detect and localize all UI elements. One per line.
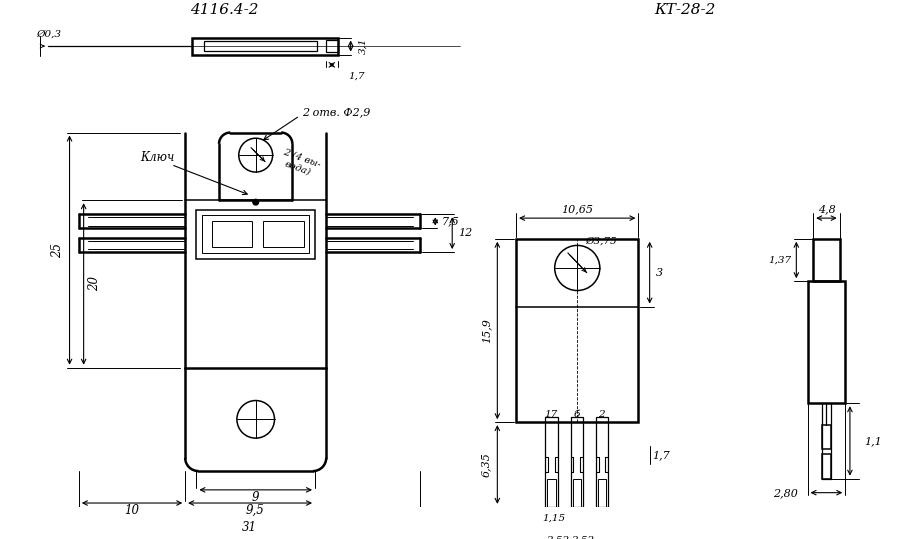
Text: 2,52: 2,52 xyxy=(571,536,595,539)
Text: 2: 2 xyxy=(599,410,605,419)
Bar xyxy=(197,210,315,259)
Text: 1,7: 1,7 xyxy=(348,72,364,81)
Text: 1,7: 1,7 xyxy=(652,450,670,460)
Bar xyxy=(814,239,840,281)
Text: 4116.4-2: 4116.4-2 xyxy=(190,3,259,17)
Bar xyxy=(202,215,310,253)
Text: 10: 10 xyxy=(124,504,139,517)
Text: 7,5: 7,5 xyxy=(442,216,459,226)
Circle shape xyxy=(253,199,259,205)
Text: 3: 3 xyxy=(656,268,662,278)
Bar xyxy=(596,418,609,507)
Text: 25: 25 xyxy=(51,243,64,258)
Bar xyxy=(570,418,583,507)
Bar xyxy=(598,479,607,507)
Bar xyxy=(192,38,337,54)
Text: 31: 31 xyxy=(241,521,257,534)
Bar xyxy=(546,418,558,507)
Text: Ø0,3: Ø0,3 xyxy=(36,29,62,38)
Text: 1,1: 1,1 xyxy=(864,436,882,446)
Text: 1,37: 1,37 xyxy=(768,256,791,265)
Text: 10,65: 10,65 xyxy=(561,204,593,214)
Bar xyxy=(808,281,845,403)
Text: 4,8: 4,8 xyxy=(817,204,835,214)
Bar xyxy=(263,221,303,247)
Bar xyxy=(572,479,581,507)
Text: КТ-28-2: КТ-28-2 xyxy=(655,3,716,17)
Bar xyxy=(822,454,831,479)
Text: 17: 17 xyxy=(544,410,558,419)
Text: Ключ: Ключ xyxy=(140,151,174,164)
Text: 20: 20 xyxy=(88,277,101,292)
Text: 2 отв. Ф2,9: 2 отв. Ф2,9 xyxy=(302,107,370,117)
Bar xyxy=(211,221,252,247)
Text: б: б xyxy=(573,410,579,419)
Text: 9,5: 9,5 xyxy=(245,504,264,517)
Bar xyxy=(204,42,317,51)
Text: 3,1: 3,1 xyxy=(358,38,367,54)
Text: Ø3,75: Ø3,75 xyxy=(585,237,617,246)
Text: 15,9: 15,9 xyxy=(481,319,491,343)
Bar xyxy=(326,40,337,52)
Bar xyxy=(517,239,639,422)
Text: 12: 12 xyxy=(458,228,473,238)
Text: 2,52: 2,52 xyxy=(546,536,569,539)
Text: 1,15: 1,15 xyxy=(542,514,566,523)
Text: 2 (4 вы-
вода): 2 (4 вы- вода) xyxy=(278,147,322,178)
Bar xyxy=(548,479,556,507)
Text: 2,80: 2,80 xyxy=(773,489,798,499)
Text: 6,35: 6,35 xyxy=(481,452,491,477)
Bar xyxy=(822,425,831,450)
Text: 9: 9 xyxy=(252,491,260,504)
